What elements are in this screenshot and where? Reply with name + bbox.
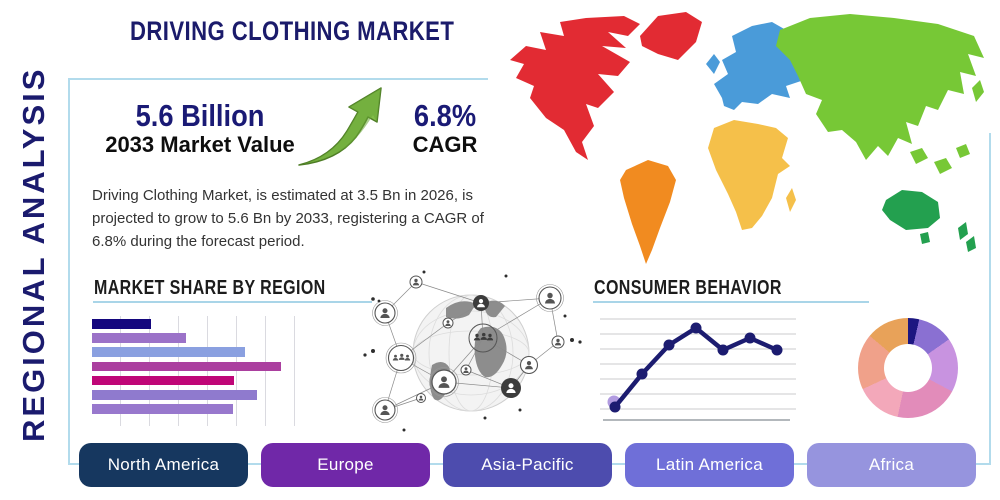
market-share-bar-3 (92, 361, 281, 372)
cagr-number: 6.8% (413, 98, 477, 133)
person-node-icon (551, 335, 565, 349)
market-description: Driving Clothing Market, is estimated at… (92, 187, 484, 250)
person-node-icon (372, 300, 398, 326)
decorative-dots (363, 270, 582, 432)
line-point-6 (771, 344, 783, 356)
donut-chart (858, 318, 958, 418)
map-north-america (510, 16, 640, 160)
line-point-5 (744, 332, 756, 344)
line-point-4 (717, 344, 729, 356)
map-australia (882, 190, 940, 230)
market-share-heading: MARKET SHARE BY REGION (94, 277, 326, 299)
cagr-label: CAGR (412, 132, 478, 157)
person-node-icon (409, 275, 423, 289)
region-button-latin-america[interactable]: Latin America (625, 443, 794, 487)
page-title: DRIVING CLOTHING MARKET (130, 16, 455, 46)
donut-hole (884, 344, 932, 392)
person-node-icon (429, 367, 459, 397)
map-asia (776, 14, 984, 160)
content-frame-top (68, 78, 488, 80)
world-map (510, 12, 984, 264)
person-node-icon (460, 364, 472, 376)
map-japan (972, 80, 984, 102)
content-frame-left (68, 78, 70, 465)
line-point-3 (690, 322, 702, 334)
person-node-icon (501, 378, 521, 398)
market-share-bars (92, 316, 310, 426)
person-node-icon (372, 397, 398, 423)
sidebar-vertical-label: REGIONAL ANALYSIS (16, 66, 51, 443)
region-buttons-row: North America Europe Asia-Pacific Latin Ame… (79, 443, 976, 487)
region-button-asia-pacific[interactable]: Asia-Pacific (443, 443, 612, 487)
line-point-1 (636, 368, 648, 380)
market-value-stat: 5.6 Billion 2033 Market Value (90, 99, 310, 157)
consumer-behavior-underline (593, 301, 869, 303)
globe-network-illustration (363, 270, 582, 432)
line-point-2 (663, 339, 675, 351)
market-share-bar-6 (92, 404, 233, 414)
map-uk (706, 54, 720, 74)
market-share-bar-5 (92, 390, 257, 400)
person-node-icon (416, 393, 426, 403)
map-madagascar (786, 188, 796, 212)
region-button-africa[interactable]: Africa (807, 443, 976, 487)
consumer-behavior-heading: CONSUMER BEHAVIOR (594, 277, 782, 299)
region-button-north-america[interactable]: North America (79, 443, 248, 487)
market-value-number: 5.6 Billion (135, 98, 265, 133)
person-node-icon (473, 295, 489, 311)
line-point-0 (609, 401, 621, 413)
market-share-bar-4 (92, 375, 234, 386)
map-se-asia (910, 144, 970, 174)
consumer-behavior-line-chart (600, 318, 796, 421)
market-share-bar-0 (92, 319, 151, 329)
people-group-node-icon (385, 342, 417, 374)
network-nodes (372, 275, 565, 423)
growth-arrow-icon (298, 87, 382, 166)
map-south-america (620, 160, 676, 264)
market-share-underline (93, 301, 372, 303)
region-button-europe[interactable]: Europe (261, 443, 430, 487)
map-greenland (640, 12, 702, 60)
person-node-icon (519, 355, 539, 375)
map-new-zealand (920, 222, 976, 252)
market-value-label: 2033 Market Value (105, 132, 295, 157)
person-node-icon (442, 317, 454, 329)
market-share-bar-2 (92, 347, 245, 357)
map-africa (708, 120, 790, 230)
person-node-icon (536, 284, 564, 312)
cagr-stat: 6.8% CAGR (395, 99, 495, 157)
market-share-bar-1 (92, 333, 186, 343)
content-frame-right (989, 133, 991, 465)
people-group-node-icon (468, 323, 498, 353)
